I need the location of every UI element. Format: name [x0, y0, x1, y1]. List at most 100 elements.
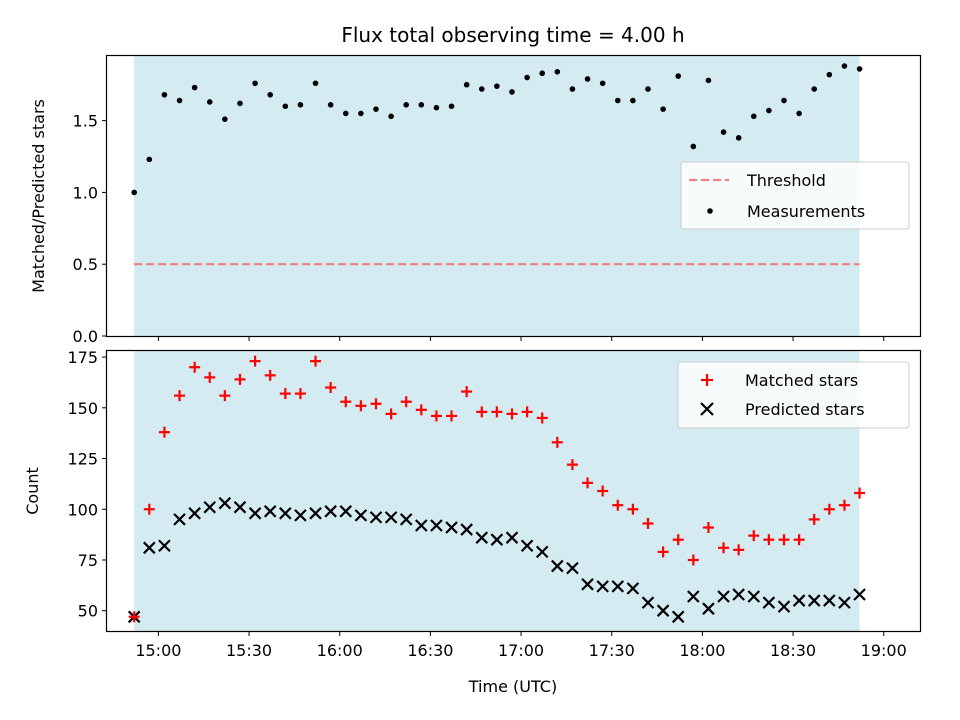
bottom-y-tick-label: 175: [67, 348, 98, 367]
matched-star-point: [642, 517, 654, 529]
predicted-star-point: [218, 496, 232, 510]
predicted-star-point: [732, 588, 745, 601]
matched-star-point: [687, 554, 699, 566]
top-y-tick-label: 1.5: [73, 112, 98, 131]
matched-star-point: [582, 477, 594, 489]
bottom-y-tick-label: 75: [78, 551, 98, 570]
measurement-point: [630, 97, 636, 104]
predicted-star-point: [263, 505, 277, 518]
predicted-star-point: [520, 539, 534, 553]
measurement-point: [176, 97, 183, 104]
predicted-star-point: [430, 519, 443, 532]
measurement-point: [161, 91, 168, 98]
measurement-point: [705, 77, 712, 84]
predicted-star-point: [566, 561, 579, 575]
measurement-point: [403, 102, 410, 108]
matched-star-point: [158, 426, 170, 438]
matched-star-point: [189, 361, 201, 373]
predicted-star-point: [143, 541, 156, 555]
measurement-point: [478, 86, 485, 92]
measurement-point: [237, 100, 243, 107]
matched-star-point: [838, 499, 850, 511]
top-legend: Threshold Measurements: [680, 161, 910, 230]
measurement-point: [720, 129, 727, 135]
measurement-point: [524, 74, 530, 81]
matched-star-point: [627, 503, 639, 515]
matched-star-point: [234, 373, 246, 385]
measurement-point: [781, 97, 787, 104]
matched-star-point: [430, 410, 442, 422]
matched-star-point: [385, 408, 397, 420]
measurement-point: [856, 66, 863, 72]
measurement-point: [327, 102, 334, 108]
measurement-point: [418, 102, 425, 108]
measurement-point: [675, 73, 682, 79]
matched-star-point: [793, 534, 805, 546]
top-legend-box: [680, 161, 910, 230]
predicted-star-point: [188, 507, 201, 520]
matched-star-point: [325, 382, 337, 394]
measurement-point: [584, 76, 591, 82]
matched-star-point: [808, 513, 820, 525]
matched-star-point: [763, 534, 775, 546]
predicted-star-point: [384, 511, 398, 524]
matched-star-point: [370, 398, 382, 410]
x-tick-label: 18:00: [679, 641, 725, 660]
matched-legend-swatch: [701, 374, 713, 386]
matched-star-point: [854, 487, 866, 499]
matched-star-point: [718, 542, 730, 554]
measurement-point: [373, 106, 379, 112]
bottom-y-axis-label: Count: [23, 467, 42, 515]
matched-star-point: [310, 355, 322, 367]
predicted-star-point: [203, 500, 217, 514]
chart-title: Flux total observing time = 4.00 h: [341, 23, 684, 47]
measurement-point: [131, 189, 138, 196]
matched-star-point: [823, 503, 835, 515]
measurement-point: [267, 91, 274, 98]
matched-star-point: [702, 522, 714, 534]
measurement-point: [222, 116, 228, 122]
matched-star-point: [476, 406, 488, 418]
matched-star-point: [597, 485, 609, 497]
matched-star-point: [657, 546, 669, 558]
measurement-point: [539, 70, 546, 77]
measurement-point: [252, 80, 258, 87]
bottom-axes-frame: [105, 349, 922, 633]
bottom-y-tick-label: 125: [67, 450, 98, 469]
matched-star-point: [128, 611, 140, 623]
x-tick-label: 17:00: [498, 641, 544, 660]
matched-star-point: [219, 390, 231, 402]
x-tick-label: 15:30: [226, 641, 272, 660]
measurement-point: [841, 63, 848, 69]
measurement-point: [146, 156, 153, 163]
bottom-y-tick-label: 150: [67, 399, 98, 418]
bottom-panel: 50 75 100 125 150 175 15:00 15:30 16:00 16:30 17:…: [23, 348, 922, 696]
predicted-star-point: [656, 604, 670, 617]
predicted-star-point: [535, 545, 549, 559]
matched-star-point: [551, 436, 563, 448]
matched-star-point: [461, 386, 473, 398]
matched-star-point: [536, 412, 548, 424]
matched-star-point: [521, 406, 533, 418]
matched-star-point: [174, 390, 186, 402]
matched-star-point: [506, 408, 518, 420]
measurement-point: [448, 103, 455, 110]
predicted-star-point: [158, 539, 171, 553]
predicted-star-point: [505, 531, 519, 544]
measurement-point: [735, 135, 742, 141]
measurement-point: [599, 80, 606, 87]
predicted-star-point: [445, 521, 458, 534]
measurement-point: [191, 84, 198, 91]
measurement-point: [750, 113, 757, 120]
predicted-star-point: [279, 507, 292, 520]
threshold-legend-label: Threshold: [746, 171, 826, 190]
predicted-star-point: [233, 500, 247, 514]
matched-star-point: [748, 530, 760, 542]
top-axes-frame: [105, 54, 922, 338]
matched-star-point: [143, 503, 155, 515]
matched-star-point: [612, 499, 624, 511]
matched-legend-label: Matched stars: [745, 371, 858, 390]
predicted-star-point: [415, 519, 428, 532]
measurement-point: [297, 102, 304, 108]
predicted-star-point: [823, 594, 836, 607]
